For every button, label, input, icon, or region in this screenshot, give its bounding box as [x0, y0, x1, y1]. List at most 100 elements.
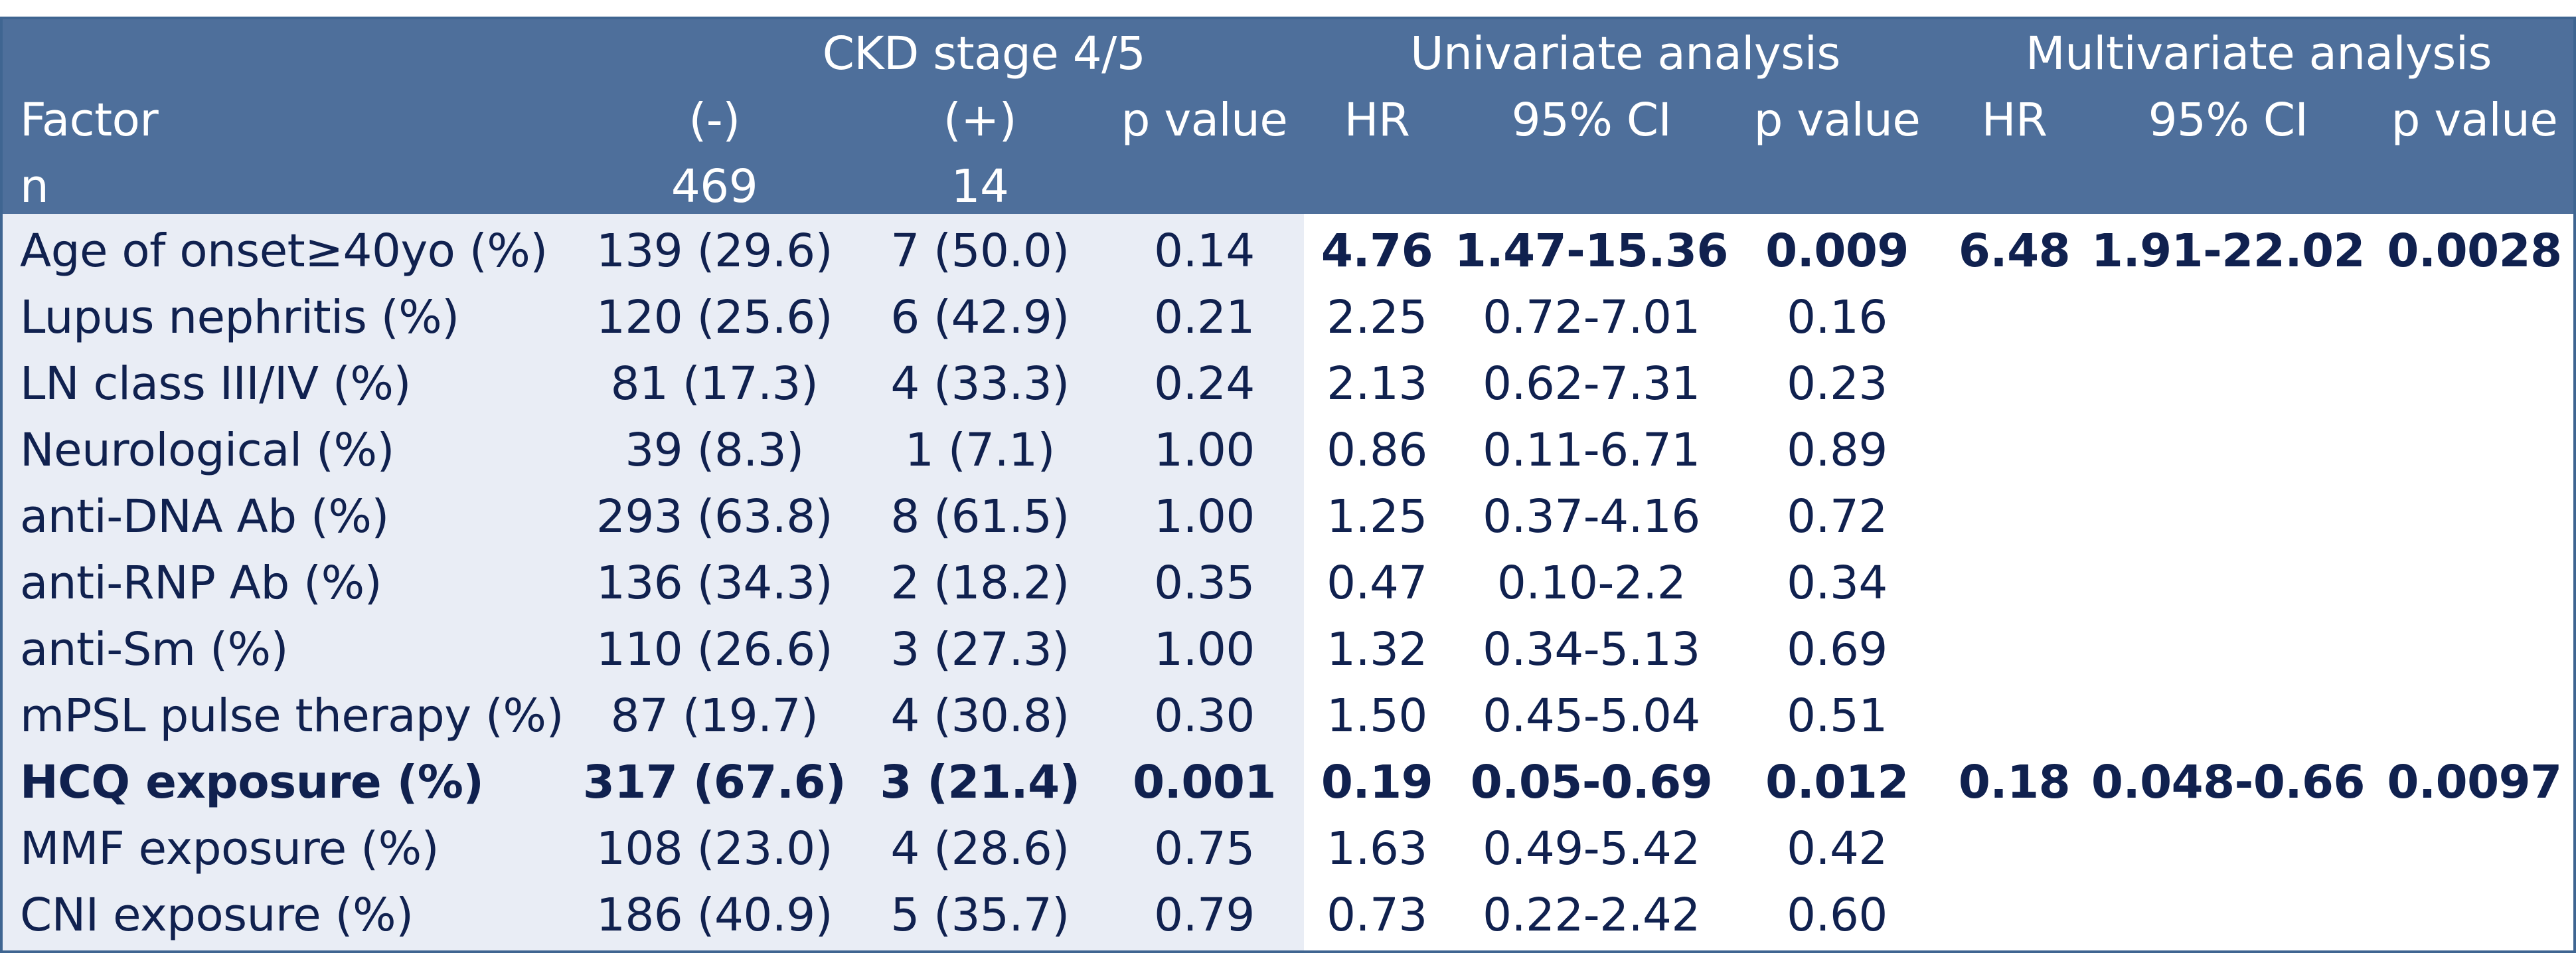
- cell-p-value-univariate: 0.16: [1787, 291, 1888, 344]
- cell-factor: Age of onset≥40yo (%): [20, 224, 548, 278]
- cell-hr-univariate: 1.63: [1327, 822, 1427, 875]
- col-header-factor: Factor: [20, 94, 159, 147]
- cell-ckd-negative: 39 (8.3): [625, 424, 804, 477]
- col-header-ckd-positive: (+): [943, 94, 1017, 147]
- cell-p-value-univariate: 0.42: [1787, 822, 1888, 875]
- cell-factor: HCQ exposure (%): [20, 756, 484, 809]
- cell-ckd-positive: 3 (27.3): [890, 623, 1070, 676]
- cell-ckd-positive: 8 (61.5): [890, 490, 1070, 543]
- cell-p-value-multivariate: 0.0097: [2387, 756, 2562, 809]
- cell-p-value-univariate: 0.012: [1765, 756, 1909, 809]
- cell-p-value: 0.001: [1133, 756, 1276, 809]
- results-table: CKD stage 4/5 Univariate analysis Multiv…: [0, 17, 2576, 953]
- cell-ci-univariate: 0.45-5.04: [1483, 689, 1700, 743]
- cell-hr-univariate: 0.47: [1327, 557, 1427, 610]
- cell-ckd-positive: 6 (42.9): [890, 291, 1070, 344]
- cell-hr-univariate: 1.25: [1327, 490, 1427, 543]
- cell-ci-multivariate: 0.048-0.66: [2091, 756, 2366, 809]
- cell-hr-univariate: 2.13: [1327, 357, 1427, 410]
- cell-ci-univariate: 0.49-5.42: [1483, 822, 1700, 875]
- col-header-p-value: p value: [1121, 94, 1288, 147]
- cell-p-value: 0.35: [1154, 557, 1255, 610]
- cell-ckd-negative: 293 (63.8): [596, 490, 833, 543]
- cell-ckd-negative: 87 (19.7): [610, 689, 819, 743]
- cell-p-value-univariate: 0.23: [1787, 357, 1888, 410]
- cell-factor: LN class III/IV (%): [20, 357, 411, 410]
- cell-factor: Lupus nephritis (%): [20, 291, 459, 344]
- cell-ckd-negative: 317 (67.6): [582, 756, 846, 809]
- cell-ckd-positive: 4 (28.6): [890, 822, 1070, 875]
- cell-hr-univariate: 0.86: [1327, 424, 1427, 477]
- cell-hr-univariate: 1.32: [1327, 623, 1427, 676]
- cell-p-value: 0.75: [1154, 822, 1255, 875]
- cell-p-value-univariate: 0.60: [1787, 889, 1888, 942]
- cell-factor: anti-DNA Ab (%): [20, 490, 389, 543]
- cell-p-value-univariate: 0.72: [1787, 490, 1888, 543]
- cell-ckd-positive: 4 (33.3): [890, 357, 1070, 410]
- cell-ci-univariate: 0.05-0.69: [1470, 756, 1713, 809]
- cell-p-value: 0.21: [1154, 291, 1255, 344]
- col-header-ci-univariate: 95% CI: [1511, 94, 1672, 147]
- group-header-univariate: Univariate analysis: [1410, 27, 1840, 80]
- cell-ckd-positive: 4 (30.8): [890, 689, 1070, 743]
- cell-ci-univariate: 0.34-5.13: [1483, 623, 1700, 676]
- cell-p-value: 1.00: [1154, 490, 1255, 543]
- cell-ckd-negative: 81 (17.3): [610, 357, 819, 410]
- col-header-p-value-multivariate: p value: [2391, 94, 2558, 147]
- cell-ci-univariate: 0.62-7.31: [1483, 357, 1700, 410]
- col-header-hr-univariate: HR: [1344, 94, 1410, 147]
- cell-p-value-univariate: 0.89: [1787, 424, 1888, 477]
- group-header-ckd: CKD stage 4/5: [822, 27, 1146, 80]
- cell-factor: CNI exposure (%): [20, 889, 414, 942]
- col-header-ci-multivariate: 95% CI: [2148, 94, 2308, 147]
- cell-ckd-negative: 110 (26.6): [596, 623, 833, 676]
- cell-ci-univariate: 0.37-4.16: [1483, 490, 1700, 543]
- col-header-p-value-univariate: p value: [1753, 94, 1921, 147]
- cell-ci-multivariate: 1.91-22.02: [2091, 224, 2366, 278]
- col-header-hr-multivariate: HR: [1981, 94, 2048, 147]
- cell-p-value-univariate: 0.34: [1787, 557, 1888, 610]
- cell-ckd-positive: 2 (18.2): [890, 557, 1070, 610]
- group-header-multivariate: Multivariate analysis: [2026, 27, 2492, 80]
- cell-p-value: 0.14: [1154, 224, 1255, 278]
- cell-ckd-positive: 1 (7.1): [905, 424, 1055, 477]
- cell-hr-univariate: 1.50: [1327, 689, 1427, 743]
- n-ckd-positive: 14: [951, 160, 1009, 213]
- n-ckd-negative: 469: [671, 160, 758, 213]
- cell-ckd-negative: 186 (40.9): [596, 889, 833, 942]
- ckd-columns-shading: [3, 214, 1304, 950]
- cell-hr-univariate: 2.25: [1327, 291, 1427, 344]
- cell-ckd-negative: 108 (23.0): [596, 822, 833, 875]
- cell-p-value: 1.00: [1154, 623, 1255, 676]
- cell-ckd-positive: 3 (21.4): [880, 756, 1080, 809]
- col-header-ckd-negative: (-): [688, 94, 740, 147]
- cell-p-value-multivariate: 0.0028: [2387, 224, 2562, 278]
- cell-ci-univariate: 0.10-2.2: [1496, 557, 1686, 610]
- cell-ci-univariate: 1.47-15.36: [1454, 224, 1729, 278]
- cell-hr-univariate: 0.19: [1321, 756, 1433, 809]
- cell-ckd-negative: 136 (34.3): [596, 557, 833, 610]
- cell-ckd-negative: 120 (25.6): [596, 291, 833, 344]
- cell-ci-univariate: 0.22-2.42: [1483, 889, 1700, 942]
- cell-factor: mPSL pulse therapy (%): [20, 689, 564, 743]
- cell-p-value-univariate: 0.009: [1765, 224, 1909, 278]
- cell-p-value: 1.00: [1154, 424, 1255, 477]
- cell-hr-multivariate: 0.18: [1958, 756, 2071, 809]
- cell-ckd-positive: 7 (50.0): [890, 224, 1070, 278]
- cell-hr-univariate: 4.76: [1321, 224, 1433, 278]
- cell-ci-univariate: 0.11-6.71: [1483, 424, 1700, 477]
- n-label: n: [20, 160, 49, 213]
- cell-factor: anti-Sm (%): [20, 623, 289, 676]
- cell-p-value: 0.79: [1154, 889, 1255, 942]
- cell-factor: anti-RNP Ab (%): [20, 557, 382, 610]
- cell-p-value: 0.24: [1154, 357, 1255, 410]
- cell-hr-multivariate: 6.48: [1958, 224, 2071, 278]
- cell-p-value-univariate: 0.51: [1787, 689, 1888, 743]
- cell-p-value: 0.30: [1154, 689, 1255, 743]
- cell-ci-univariate: 0.72-7.01: [1483, 291, 1700, 344]
- cell-factor: MMF exposure (%): [20, 822, 440, 875]
- cell-factor: Neurological (%): [20, 424, 394, 477]
- cell-p-value-univariate: 0.69: [1787, 623, 1888, 676]
- cell-hr-univariate: 0.73: [1327, 889, 1427, 942]
- table-header: CKD stage 4/5 Univariate analysis Multiv…: [3, 19, 2573, 214]
